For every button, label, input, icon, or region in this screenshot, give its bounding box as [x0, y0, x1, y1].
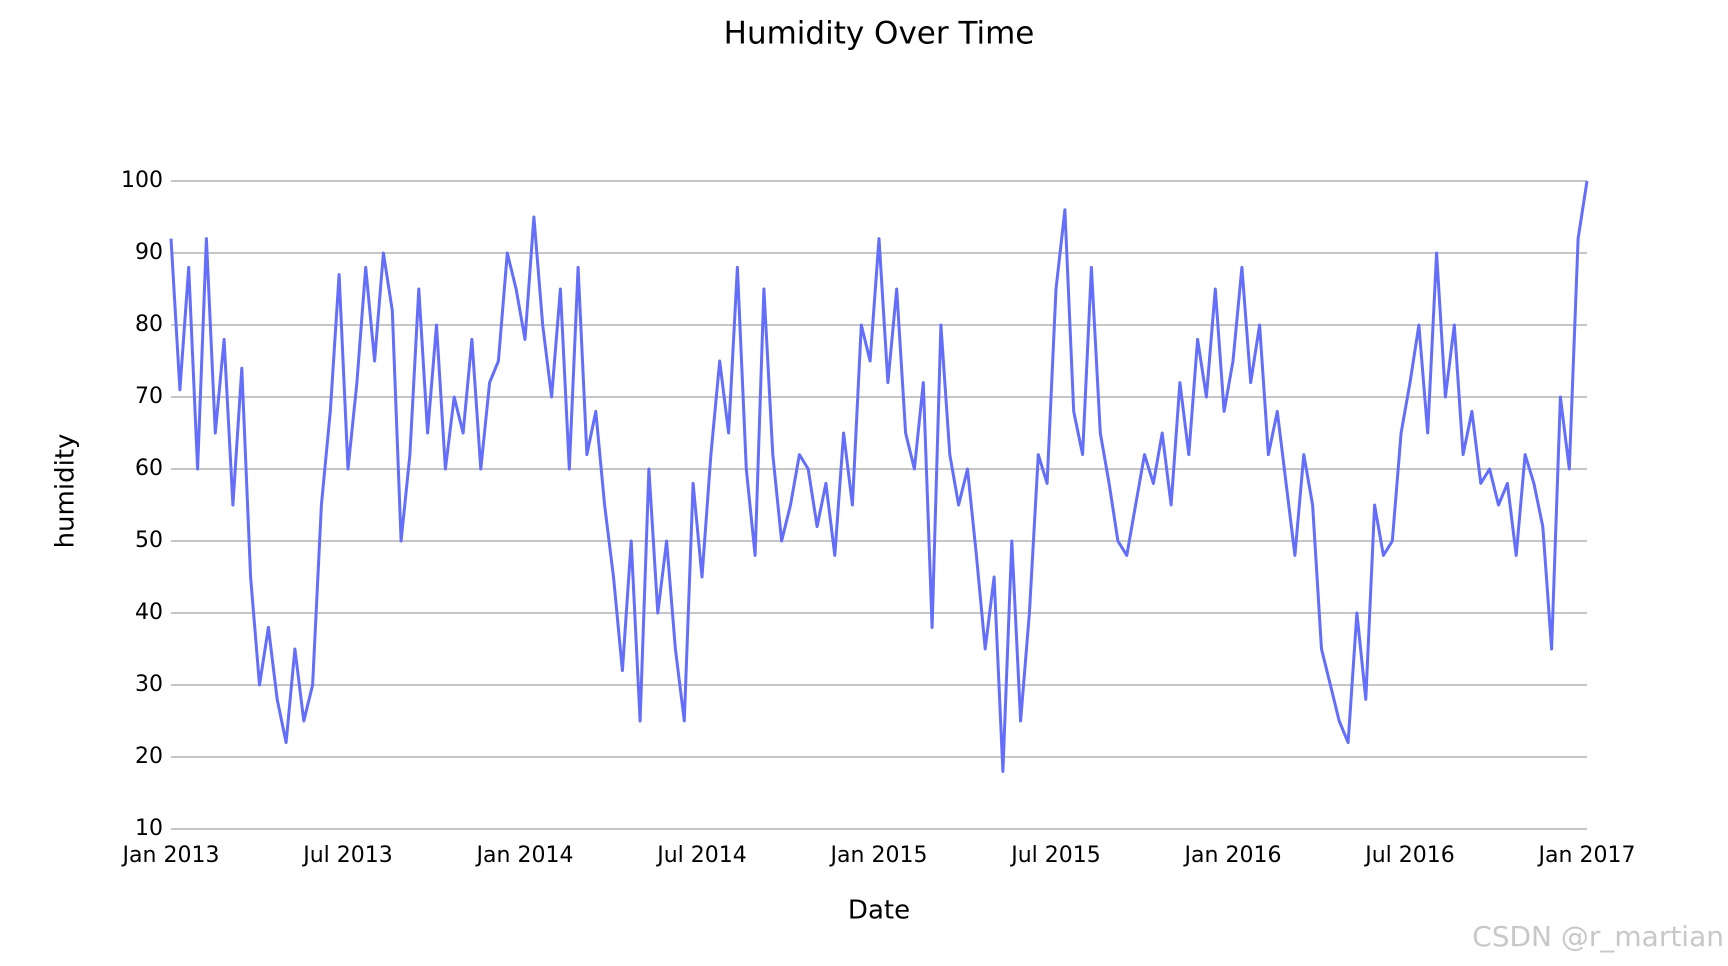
y-tick-label: 30 — [135, 672, 163, 697]
chart-title: Humidity Over Time — [724, 16, 1035, 52]
y-tick-label: 100 — [121, 168, 163, 193]
y-tick-label: 90 — [135, 240, 163, 265]
data-line — [169, 180, 1589, 773]
x-tick-label: Jul 2015 — [1009, 843, 1101, 868]
x-tick-label: Jan 2016 — [1183, 843, 1282, 868]
x-tick-label: Jan 2014 — [475, 843, 574, 868]
x-tick-label: Jul 2016 — [1363, 843, 1455, 868]
y-tick-label: 70 — [135, 384, 163, 409]
y-tick-label: 60 — [135, 456, 163, 481]
x-tick-label: Jan 2013 — [121, 843, 220, 868]
x-tick-label: Jan 2015 — [829, 843, 928, 868]
y-tick-label: 50 — [135, 528, 163, 553]
y-tick-label: 20 — [135, 744, 163, 769]
watermark: CSDN @r_martian — [1472, 920, 1724, 953]
y-tick-label: 80 — [135, 312, 163, 337]
x-tick-label: Jul 2013 — [301, 843, 393, 868]
x-axis-label: Date — [848, 896, 910, 926]
y-tick-label: 40 — [135, 600, 163, 625]
x-tick-label: Jan 2017 — [1537, 843, 1636, 868]
y-tick-label: 10 — [135, 816, 163, 841]
x-tick-label: Jul 2014 — [655, 843, 747, 868]
y-axis-label: humidity — [51, 434, 81, 549]
